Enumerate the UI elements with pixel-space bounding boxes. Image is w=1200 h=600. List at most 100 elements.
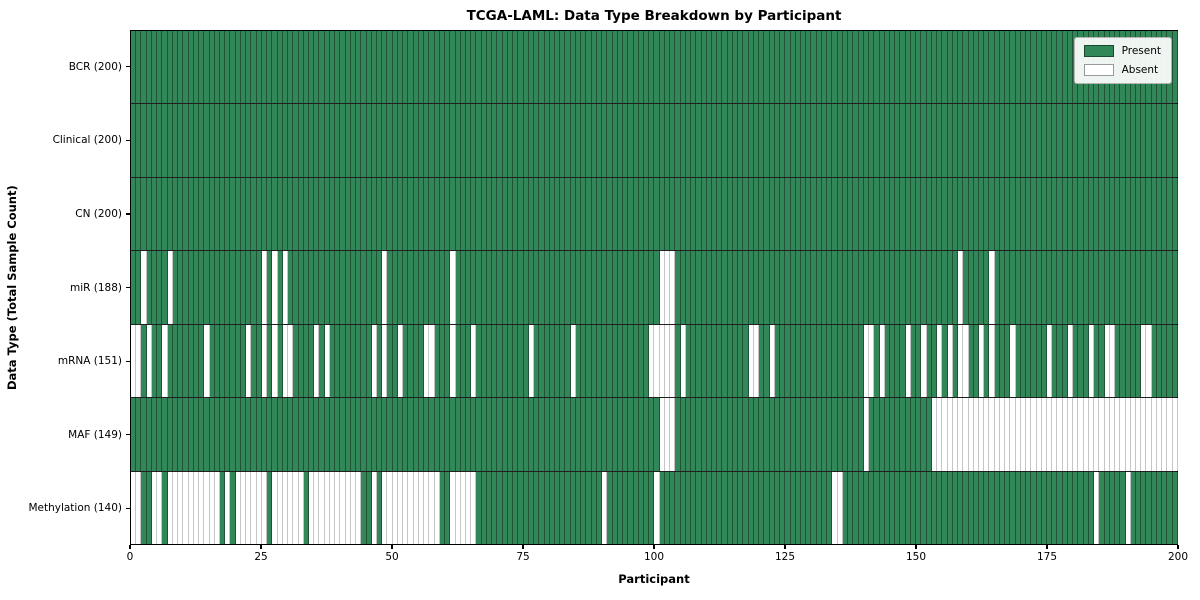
- cell-MAF-8: [172, 398, 179, 471]
- cell-CN-199: [1172, 177, 1178, 251]
- cell-Clinical-199: [1172, 104, 1178, 177]
- cell-BCR-44: [361, 31, 367, 104]
- cell-mRNA-49: [387, 324, 393, 398]
- cell-Clinical-84: [570, 104, 576, 177]
- cell-MAF-183: [1088, 398, 1095, 471]
- cell-BCR-14: [204, 31, 210, 104]
- cell-CN-140: [863, 177, 870, 251]
- cell-miR-173: [1036, 251, 1042, 324]
- cell-MAF-23: [251, 398, 257, 471]
- cell-Clinical-18: [225, 104, 231, 177]
- cell-Methylation-66: [476, 471, 482, 544]
- cell-mRNA-113: [722, 324, 728, 398]
- cell-Methylation-135: [837, 471, 843, 544]
- cell-mRNA-135: [837, 324, 843, 398]
- cell-Methylation-41: [345, 471, 351, 544]
- cell-MAF-21: [240, 398, 247, 471]
- cell-Clinical-110: [706, 104, 713, 177]
- cell-Methylation-83: [565, 471, 571, 544]
- cell-MAF-55: [418, 398, 425, 471]
- cell-mRNA-158: [958, 324, 964, 398]
- cell-Methylation-6: [162, 471, 168, 544]
- cell-Clinical-140: [863, 104, 870, 177]
- cell-Clinical-88: [591, 104, 597, 177]
- cell-mRNA-144: [884, 324, 890, 398]
- cell-mRNA-80: [549, 324, 555, 398]
- cell-Clinical-146: [895, 104, 901, 177]
- cell-miR-152: [926, 251, 932, 324]
- cell-mRNA-25: [261, 324, 268, 398]
- cell-BCR-171: [1026, 31, 1032, 104]
- cell-CN-148: [905, 177, 911, 251]
- cell-CN-8: [172, 177, 179, 251]
- cell-CN-65: [471, 177, 477, 251]
- cell-Clinical-171: [1026, 104, 1032, 177]
- cell-BCR-61: [450, 31, 456, 104]
- cell-Clinical-169: [1015, 104, 1021, 177]
- cell-Methylation-101: [659, 471, 665, 544]
- cell-Clinical-55: [418, 104, 425, 177]
- cell-mRNA-136: [842, 324, 849, 398]
- cell-MAF-71: [502, 398, 508, 471]
- cell-CN-18: [225, 177, 231, 251]
- cell-MAF-198: [1167, 398, 1173, 471]
- cell-MAF-39: [335, 398, 341, 471]
- cell-Clinical-6: [162, 104, 168, 177]
- cell-Clinical-21: [240, 104, 247, 177]
- cell-Clinical-106: [685, 104, 692, 177]
- cell-CN-37: [324, 177, 330, 251]
- cell-miR-185: [1099, 251, 1105, 324]
- cell-mRNA-85: [575, 324, 582, 398]
- cell-BCR-68: [486, 31, 493, 104]
- cell-Methylation-13: [199, 471, 205, 544]
- cell-Clinical-49: [387, 104, 393, 177]
- cell-Clinical-16: [214, 104, 220, 177]
- cell-Methylation-52: [403, 471, 409, 544]
- cell-CN-115: [732, 177, 739, 251]
- cell-MAF-66: [476, 398, 482, 471]
- cell-CN-41: [345, 177, 351, 251]
- cell-BCR-174: [1041, 31, 1048, 104]
- cell-CN-110: [706, 177, 713, 251]
- cell-Methylation-156: [947, 471, 953, 544]
- cell-BCR-104: [675, 31, 681, 104]
- cell-miR-149: [910, 251, 917, 324]
- cell-miR-135: [837, 251, 843, 324]
- cell-MAF-77: [534, 398, 540, 471]
- cell-Clinical-187: [1109, 104, 1116, 177]
- cell-Clinical-19: [230, 104, 236, 177]
- cell-MAF-123: [774, 398, 781, 471]
- cell-BCR-93: [617, 31, 624, 104]
- cell-Methylation-151: [921, 471, 927, 544]
- cell-Methylation-148: [905, 471, 911, 544]
- cell-MAF-131: [816, 398, 822, 471]
- cell-mRNA-160: [968, 324, 974, 398]
- cell-CN-14: [204, 177, 210, 251]
- cell-Clinical-51: [397, 104, 404, 177]
- cell-BCR-163: [984, 31, 990, 104]
- cell-Methylation-25: [261, 471, 268, 544]
- cell-BCR-110: [706, 31, 713, 104]
- cell-miR-16: [214, 251, 220, 324]
- cell-BCR-157: [952, 31, 959, 104]
- cell-Clinical-65: [471, 104, 477, 177]
- cell-MAF-103: [670, 398, 676, 471]
- cell-miR-11: [188, 251, 194, 324]
- cell-Methylation-117: [743, 471, 749, 544]
- cell-Methylation-10: [183, 471, 189, 544]
- cell-miR-5: [157, 251, 163, 324]
- cell-Methylation-162: [978, 471, 985, 544]
- cell-MAF-29: [282, 398, 289, 471]
- cell-BCR-107: [691, 31, 697, 104]
- cell-CN-69: [492, 177, 498, 251]
- cell-miR-51: [397, 251, 404, 324]
- cell-Methylation-8: [172, 471, 179, 544]
- cell-MAF-101: [659, 398, 665, 471]
- cell-mRNA-192: [1136, 324, 1142, 398]
- cell-miR-133: [827, 251, 833, 324]
- cell-CN-103: [670, 177, 676, 251]
- cell-Clinical-35: [314, 104, 320, 177]
- cell-Clinical-0: [131, 104, 137, 177]
- cell-MAF-74: [518, 398, 524, 471]
- cell-MAF-38: [329, 398, 336, 471]
